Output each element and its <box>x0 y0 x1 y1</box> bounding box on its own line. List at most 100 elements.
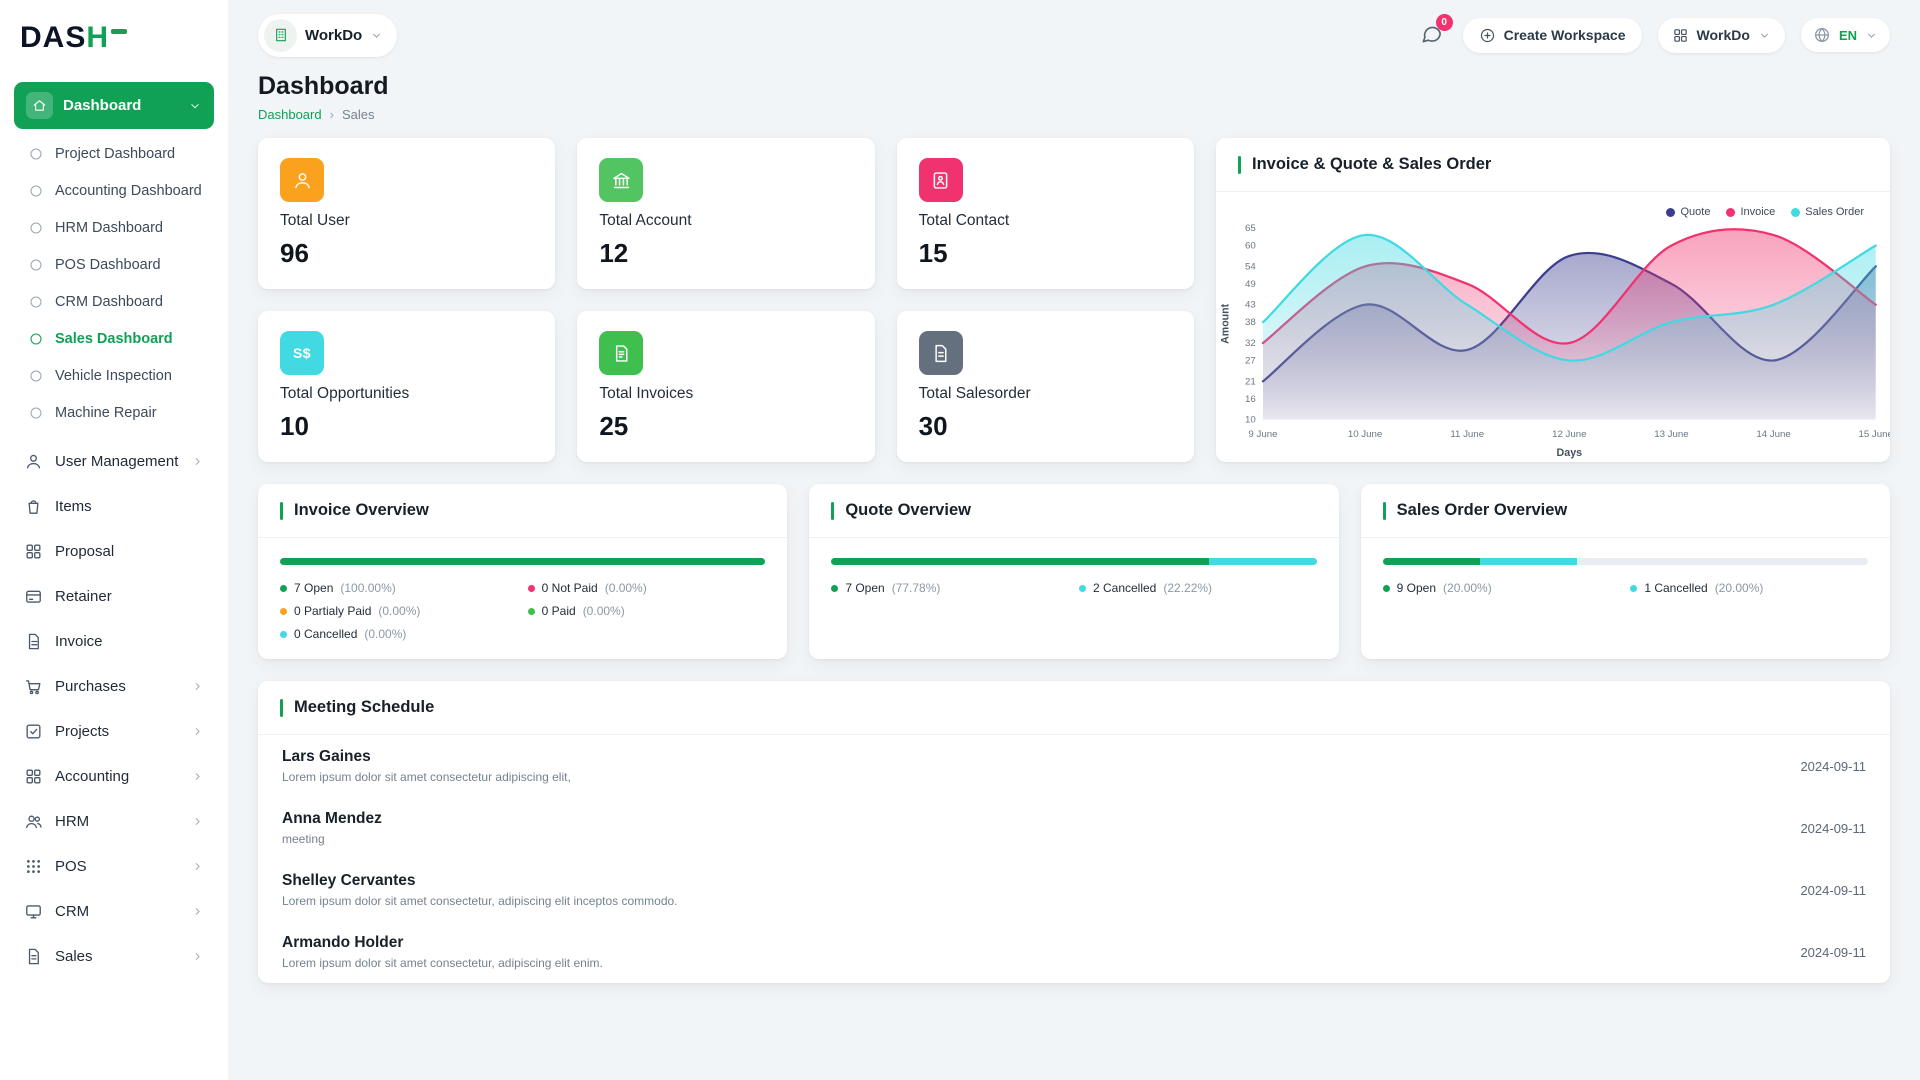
stat-label: Total Account <box>599 212 692 229</box>
svg-text:27: 27 <box>1245 356 1256 367</box>
meeting-row-anna-mendez[interactable]: Anna Mendez meeting 2024-09-11 <box>258 797 1890 859</box>
svg-text:49: 49 <box>1245 279 1256 290</box>
breadcrumb: Dashboard › Sales <box>258 107 1890 122</box>
check-square-icon <box>26 724 41 739</box>
meeting-name: Shelley Cervantes <box>282 872 416 889</box>
meeting-info: Shelley Cervantes Lorem ipsum dolor sit a… <box>282 872 678 908</box>
legend-dot <box>1078 584 1086 592</box>
brand-logo[interactable]: DASH <box>20 16 208 60</box>
sidebar-item-label: POS <box>55 858 87 875</box>
file-icon <box>28 633 39 650</box>
sidebar-item-invoice[interactable]: Invoice <box>14 619 214 664</box>
file-text-icon <box>935 344 947 362</box>
sidebar-item-sales[interactable]: Sales <box>14 934 214 979</box>
sidebar-item-retainer[interactable]: Retainer <box>14 574 214 619</box>
legend-item-invoice[interactable]: Invoice <box>1726 206 1775 218</box>
stat-card-total-invoices: Total Invoices 25 <box>577 311 875 462</box>
card-header: Quote Overview <box>809 484 1339 538</box>
chevron-right-icon <box>195 908 200 915</box>
sales-chart-card: Invoice & Quote & Sales Order Quote Invoi… <box>1216 138 1890 462</box>
create-workspace-button[interactable]: Create Workspace <box>1462 17 1642 53</box>
sidebar-item-hrm-dashboard[interactable]: HRM Dashboard <box>14 209 214 246</box>
meeting-row-shelley-cervantes[interactable]: Shelley Cervantes Lorem ipsum dolor sit a… <box>258 859 1890 921</box>
progress-bar <box>831 558 1317 565</box>
card-header: Invoice Overview <box>258 484 788 538</box>
svg-text:14 June: 14 June <box>1756 429 1790 440</box>
progress-segment <box>1479 558 1577 565</box>
sidebar-item-user-management[interactable]: User Management <box>14 439 214 484</box>
book-icon <box>933 171 948 189</box>
legend-item-quote[interactable]: Quote <box>1666 206 1710 218</box>
progress-segment <box>831 558 1209 565</box>
breadcrumb-link[interactable]: Dashboard <box>258 107 322 122</box>
meeting-row-lars-gaines[interactable]: Lars Gaines Lorem ipsum dolor sit amet co… <box>258 735 1890 797</box>
legend-label: Invoice <box>1740 206 1776 218</box>
circle-icon <box>30 258 42 271</box>
legend-dot <box>280 584 287 592</box>
brand-name: DASH <box>20 21 110 54</box>
sidebar-item-hrm[interactable]: HRM <box>14 799 214 844</box>
stat-icon-box <box>918 331 963 375</box>
overview-grid: Invoice Overview 7 Open (100.00%) 0 Not Pai… <box>258 484 1890 659</box>
sidebar-item-accounting-dashboard[interactable]: Accounting Dashboard <box>14 172 214 209</box>
legend-item-sales-order[interactable]: Sales Order <box>1791 206 1864 218</box>
sales-chart: 10 16 21 27 32 38 43 49 54 60 65 9 June 10 June 11 Ju… <box>1219 223 1890 459</box>
legend-label: Quote <box>1680 206 1711 218</box>
building-icon <box>275 28 286 42</box>
sidebar: DASH Dashboard Project Dashboard Accounti… <box>0 0 228 1080</box>
svg-text:38: 38 <box>1245 317 1256 328</box>
meeting-info: Lars Gaines Lorem ipsum dolor sit amet co… <box>282 748 571 784</box>
circle-icon <box>30 147 42 160</box>
sidebar-item-projects[interactable]: Projects <box>14 709 214 754</box>
main-area: WorkDo 0 Create Workspace WorkDo <box>228 0 1920 1080</box>
legend-dot <box>527 607 535 615</box>
stat-label: Total Invoices <box>599 385 694 402</box>
stat-card-total-opportunities: S$ Total Opportunities 10 <box>258 311 556 462</box>
sidebar-item-sales-dashboard[interactable]: Sales Dashboard <box>14 320 214 357</box>
sidebar-item-purchases[interactable]: Purchases <box>14 664 214 709</box>
monitor-icon <box>26 905 41 919</box>
grid-icon <box>26 544 41 559</box>
workspace-switcher-button[interactable]: WorkDo <box>258 13 398 57</box>
sidebar-item-machine-repair[interactable]: Machine Repair <box>14 394 214 431</box>
svg-text:60: 60 <box>1245 241 1256 252</box>
progress-segment <box>1382 558 1480 565</box>
language-selector[interactable]: EN <box>1800 18 1890 52</box>
meeting-info: Armando Holder Lorem ipsum dolor sit amet… <box>282 934 603 970</box>
card-header: Sales Order Overview <box>1360 484 1890 538</box>
sidebar-item-proposal[interactable]: Proposal <box>14 529 214 574</box>
card-title: Sales Order Overview <box>1396 501 1568 519</box>
sidebar-item-label: User Management <box>55 453 179 470</box>
meeting-date: 2024-09-11 <box>1800 820 1866 836</box>
sidebar-item-accounting[interactable]: Accounting <box>14 754 214 799</box>
svg-text:16: 16 <box>1245 394 1256 405</box>
svg-text:65: 65 <box>1245 223 1256 234</box>
stat-icon-box <box>280 158 324 202</box>
meeting-date: 2024-09-11 <box>1800 944 1866 960</box>
sidebar-item-crm[interactable]: CRM <box>14 889 214 934</box>
card-title: Invoice Overview <box>294 501 429 519</box>
notifications-button[interactable]: 0 <box>1416 14 1453 52</box>
sidebar-item-items[interactable]: Items <box>14 484 214 529</box>
users-icon <box>26 815 42 829</box>
sidebar-item-pos[interactable]: POS <box>14 844 214 889</box>
topbar-right: 0 Create Workspace WorkDo EN <box>1416 14 1890 53</box>
meeting-row-armando-holder[interactable]: Armando Holder Lorem ipsum dolor sit amet… <box>258 921 1890 983</box>
user-icon <box>26 454 41 469</box>
sidebar-item-crm-dashboard[interactable]: CRM Dashboard <box>14 283 214 320</box>
sidebar-item-pos-dashboard[interactable]: POS Dashboard <box>14 246 214 283</box>
circle-icon <box>30 406 42 419</box>
chevron-right-icon <box>195 953 200 960</box>
bank-icon <box>613 172 630 188</box>
meeting-info: Anna Mendez meeting <box>282 810 382 846</box>
overview-body: 9 Open (20.00%) 1 Cancelled (20.00%) <box>1361 538 1890 613</box>
stat-value: 12 <box>599 238 629 268</box>
sidebar-item-dashboard[interactable]: Dashboard <box>14 82 214 129</box>
grid-icon <box>1673 28 1687 42</box>
sidebar-item-vehicle-inspection[interactable]: Vehicle Inspection <box>14 357 214 394</box>
overview-legend-item: 0 Partialy Paid (0.00%) <box>280 604 518 618</box>
chart-card-title: Invoice & Quote & Sales Order <box>1252 155 1492 173</box>
sidebar-item-project-dashboard[interactable]: Project Dashboard <box>14 135 214 172</box>
meeting-card-title: Meeting Schedule <box>294 698 435 716</box>
workdo-apps-button[interactable]: WorkDo <box>1657 17 1785 53</box>
